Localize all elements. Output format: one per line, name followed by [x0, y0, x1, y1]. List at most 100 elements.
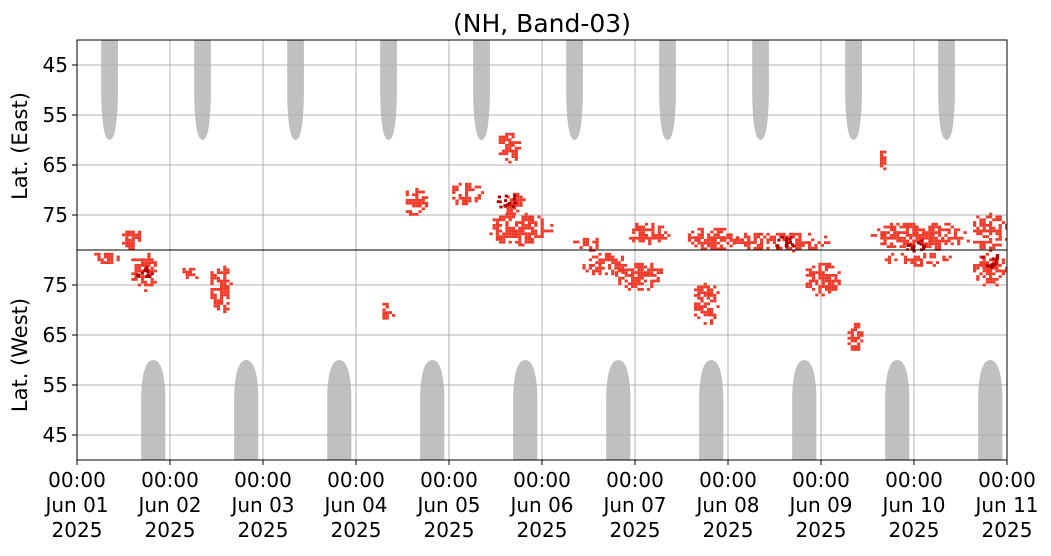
activity-cell [640, 288, 644, 291]
activity-cell [798, 235, 802, 239]
activity-cell [519, 204, 523, 207]
activity-cell [223, 310, 227, 314]
activity-cell [128, 233, 132, 237]
activity-cell [979, 243, 983, 247]
activity-cell [647, 271, 651, 274]
activity-cell [611, 269, 615, 273]
activity-cell [710, 319, 714, 322]
activity-cell [931, 231, 935, 234]
activity-cell [713, 244, 717, 248]
activity-cell [896, 231, 900, 234]
activity-cell [973, 266, 977, 270]
activity-cell [455, 199, 459, 203]
activity-cell [515, 221, 519, 224]
activity-cell [824, 279, 828, 283]
activity-strong-cell [922, 247, 926, 251]
activity-cell [524, 232, 528, 236]
activity-cell [998, 229, 1002, 233]
activity-strong-cell [497, 195, 501, 199]
activity-cell [928, 239, 932, 243]
activity-cell [509, 206, 513, 210]
activity-cell [527, 218, 531, 222]
activity-cell [828, 285, 832, 288]
activity-cell [857, 348, 861, 351]
activity-cell [989, 272, 993, 276]
activity-cell [828, 276, 832, 280]
activity-strong-cell [991, 257, 995, 261]
activity-cell [495, 221, 499, 224]
activity-cell [915, 239, 919, 243]
x-tick-year: 2025 [703, 518, 754, 542]
activity-cell [808, 246, 812, 250]
activity-cell [631, 274, 635, 277]
activity-cell [515, 240, 519, 244]
activity-cell [122, 233, 126, 237]
activity-cell [615, 274, 619, 277]
activity-cell [982, 243, 986, 247]
activity-cell [518, 240, 522, 244]
activity-cell [650, 274, 654, 277]
activity-cell [928, 242, 932, 246]
activity-cell [150, 269, 154, 273]
activity-cell [458, 182, 462, 186]
activity-cell [182, 270, 186, 274]
activity-cell [989, 269, 993, 273]
activity-cell [382, 316, 386, 320]
activity-cell [700, 288, 704, 292]
activity-cell [985, 215, 989, 219]
activity-cell [979, 272, 983, 276]
activity-cell [527, 215, 531, 219]
activity-cell [134, 275, 138, 278]
activity-cell [421, 201, 425, 205]
activity-cell [998, 275, 1002, 278]
activity-cell [640, 274, 644, 277]
activity-cell [657, 225, 661, 229]
activity-cell [821, 279, 825, 283]
activity-cell [511, 229, 515, 233]
activity-cell [798, 246, 802, 250]
x-tick-label-2: 00:00 Jun 03 2025 [229, 468, 294, 542]
activity-cell [415, 193, 419, 197]
activity-cell [769, 238, 773, 242]
activity-cell [508, 215, 512, 219]
activity-strong-cell [784, 244, 788, 247]
activity-cell [713, 294, 717, 297]
activity-cell [766, 246, 770, 250]
x-tick-date: Jun 03 [229, 493, 294, 517]
activity-cell [769, 235, 773, 239]
activity-cell [640, 268, 644, 272]
activity-cell [641, 239, 645, 243]
activity-cell [604, 272, 608, 276]
activity-cell [477, 194, 481, 197]
activity-cell [907, 258, 911, 262]
activity-cell [461, 196, 465, 200]
activity-cell [210, 279, 214, 283]
x-tick-year: 2025 [424, 518, 475, 542]
activity-cell [418, 210, 422, 213]
activity-cell [492, 224, 496, 227]
activity-cell [798, 241, 802, 244]
activity-cell [516, 192, 520, 196]
activity-cell [982, 264, 986, 267]
activity-cell [957, 242, 961, 246]
activity-cell [585, 243, 590, 247]
activity-cell [131, 244, 135, 248]
activity-cell [902, 236, 906, 240]
activity-cell [515, 232, 519, 236]
activity-cell [979, 232, 983, 236]
activity-cell [515, 229, 519, 233]
activity-cell [499, 224, 503, 227]
activity-cell [618, 282, 622, 286]
activity-cell [973, 269, 977, 273]
activity-cell [824, 241, 828, 244]
activity-cell [582, 243, 586, 247]
activity-cell [185, 270, 189, 274]
activity-cell [509, 201, 513, 204]
activity-cell [928, 231, 932, 234]
activity-cell [979, 264, 983, 267]
activity-cell [508, 132, 512, 136]
activity-cell [638, 234, 642, 237]
activity-cell [792, 249, 796, 253]
activity-cell [691, 236, 695, 239]
